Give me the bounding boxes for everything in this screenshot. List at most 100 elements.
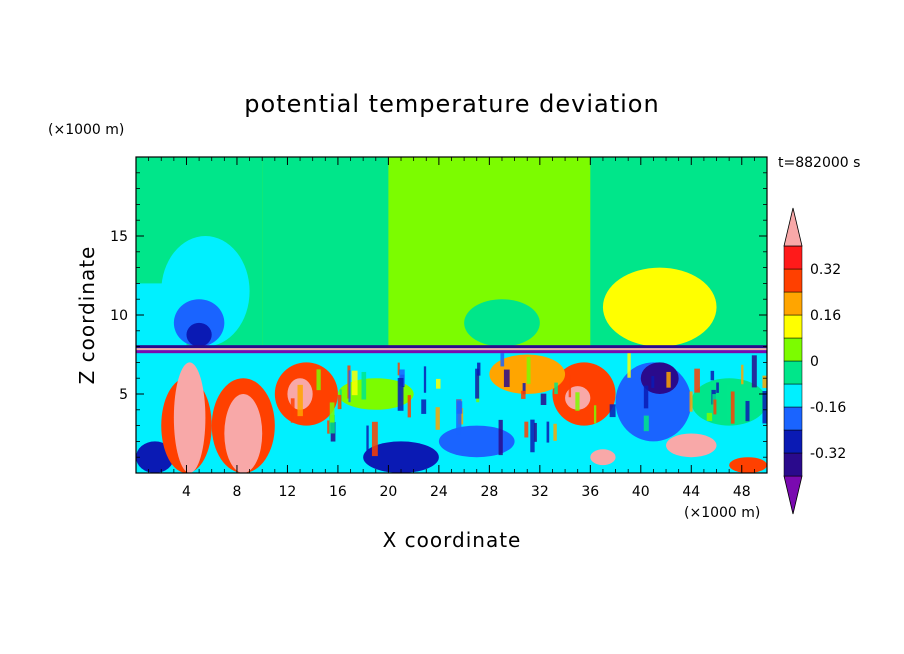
x-tick-label: 8 [232, 484, 241, 500]
field-region-18 [438, 425, 515, 458]
field-streak [609, 404, 616, 418]
colorbar-label: 0.32 [810, 262, 841, 278]
x-tick-label: 16 [329, 484, 347, 500]
field-streak [327, 420, 331, 434]
field-region-4 [186, 322, 212, 347]
field-streak [456, 399, 462, 435]
field-streak [500, 353, 505, 367]
colorbar-segment [783, 268, 803, 293]
field-streak [694, 368, 700, 393]
colorbar-segment [783, 245, 803, 270]
field-streak [651, 376, 655, 388]
field-streak [762, 390, 767, 424]
field-streak [730, 391, 735, 424]
time-label: t=882000 s [778, 155, 860, 171]
field-streak [348, 370, 351, 403]
y-tick-label: 10 [110, 308, 128, 324]
colorbar-segment [783, 314, 803, 339]
x-tick-label: 28 [480, 484, 498, 500]
colorbar-extend-high [783, 207, 803, 247]
colorbar: 0.32 0.16 0 -0.16 -0.32 [783, 207, 846, 515]
field-streak [290, 398, 295, 423]
x-tick-label: 24 [430, 484, 448, 500]
field-region-21 [590, 449, 616, 466]
colorbar-label: -0.32 [810, 446, 846, 462]
field-streak [329, 402, 335, 423]
field-streak [421, 399, 427, 414]
plot-field [136, 157, 767, 473]
x-tick-label: 36 [581, 484, 599, 500]
field-streak [540, 393, 547, 405]
field-region-14 [224, 394, 263, 473]
field-streak [689, 391, 693, 412]
field-streak [522, 383, 526, 395]
y-unit-label: (×1000 m) [48, 122, 124, 138]
field-streak [423, 366, 427, 393]
y-axis-label: Z coordinate [75, 246, 99, 385]
field-region-17 [363, 441, 439, 473]
colorbar-segment [783, 383, 803, 408]
inversion-band-pink [136, 348, 767, 351]
x-axis-label: X coordinate [383, 528, 522, 552]
field-streak [546, 421, 550, 443]
field-streak [643, 415, 649, 432]
field-streak [530, 419, 535, 453]
x-tick-label: 44 [682, 484, 700, 500]
y-axis: 5 10 15 [110, 172, 767, 458]
field-streak [337, 394, 342, 410]
x-tick-label: 12 [279, 484, 297, 500]
field-streak [751, 355, 757, 388]
inversion-band-dark [136, 345, 767, 349]
colorbar-segment [783, 360, 803, 385]
x-tick-label: 4 [182, 484, 191, 500]
field-streak [745, 400, 750, 422]
field-streak [503, 369, 510, 388]
field-streak [435, 407, 440, 430]
inversion-band-purple [136, 350, 767, 354]
colorbar-segment [783, 406, 803, 431]
y-tick-label: 5 [119, 387, 128, 403]
field-streak [397, 362, 400, 376]
field-streak [568, 375, 572, 398]
chart-title: potential temperature deviation [244, 90, 659, 118]
field-region-8 [464, 299, 540, 347]
field-region-27 [729, 457, 767, 473]
field-streak [553, 423, 557, 441]
field-streak [366, 425, 369, 452]
x-tick-label: 32 [531, 484, 549, 500]
colorbar-segment [783, 291, 803, 316]
field-streak [521, 390, 526, 399]
field-streak [716, 382, 719, 393]
field-streak [643, 385, 649, 409]
field-streak [593, 405, 597, 424]
field-streak [399, 369, 405, 387]
field-streak [498, 419, 503, 456]
field-streak [666, 371, 671, 388]
colorbar-segment [783, 452, 803, 477]
colorbar-extend-low [783, 475, 803, 515]
field-streak [316, 369, 321, 391]
field-streak [475, 368, 480, 399]
field-streak [762, 375, 767, 388]
x-tick-label: 20 [379, 484, 397, 500]
field-streak [575, 392, 580, 411]
field-streak [361, 371, 367, 400]
field-streak [371, 421, 378, 457]
field-streak [436, 378, 441, 389]
field-streak [407, 395, 411, 418]
field-streak [706, 412, 713, 422]
field-streak [534, 422, 537, 442]
field-streak [383, 385, 386, 403]
field-streak [524, 421, 529, 438]
colorbar-segment [783, 337, 803, 362]
field-streak [477, 362, 481, 376]
x-tick-label: 40 [632, 484, 650, 500]
x-unit-label: (×1000 m) [684, 505, 760, 521]
field-streak [554, 382, 558, 395]
field-region-7 [602, 267, 717, 347]
colorbar-label: 0.16 [810, 308, 841, 324]
field-streak [710, 370, 715, 381]
field-streak [741, 364, 744, 385]
field-streak [351, 370, 358, 396]
